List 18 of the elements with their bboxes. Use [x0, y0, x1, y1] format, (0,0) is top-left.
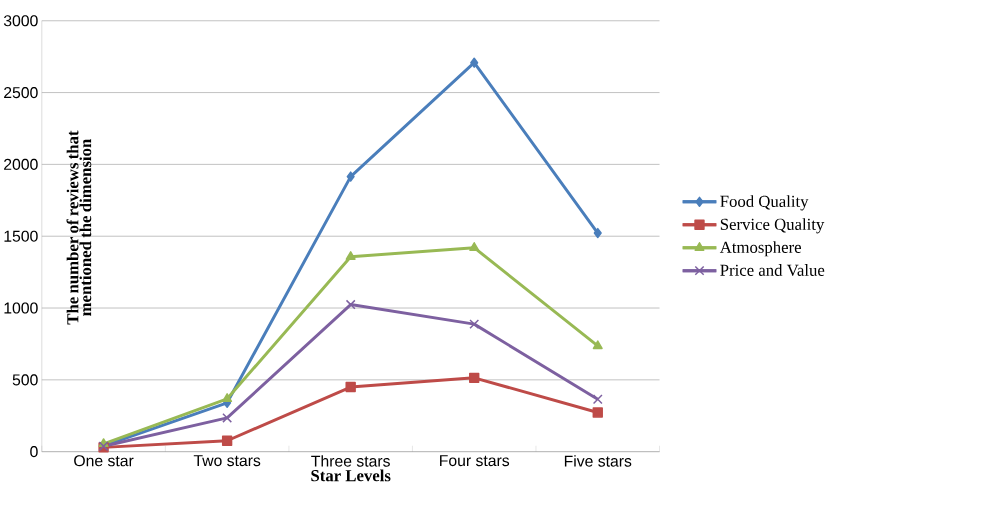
y-tick-label: 2500: [4, 87, 38, 99]
legend-label: Atmosphere: [719, 241, 801, 257]
x-axis-title: Star Levels: [311, 469, 391, 482]
y-tick-label: 3000: [3, 15, 38, 27]
x-tick-label: Two stars: [193, 455, 261, 467]
x-tick-label: Five stars: [564, 455, 632, 467]
y-tick-label: 500: [12, 374, 38, 386]
x-tick-label: Three stars: [311, 455, 390, 467]
legend-label: Food Quality: [720, 195, 809, 211]
y-axis-title: The number of reviews that mentioned the dimension: [66, 130, 92, 325]
y-tick-label: 2000: [4, 158, 38, 171]
y-tick-label: 0: [30, 446, 38, 458]
y-tick-label: 1500: [4, 230, 38, 242]
legend-label: Service Quality: [720, 218, 825, 234]
y-tick-label: 1000: [4, 302, 38, 314]
x-tick-label: Four stars: [440, 455, 510, 467]
legend-label: Price and Value: [720, 264, 825, 277]
x-tick-label: One star: [74, 455, 134, 467]
